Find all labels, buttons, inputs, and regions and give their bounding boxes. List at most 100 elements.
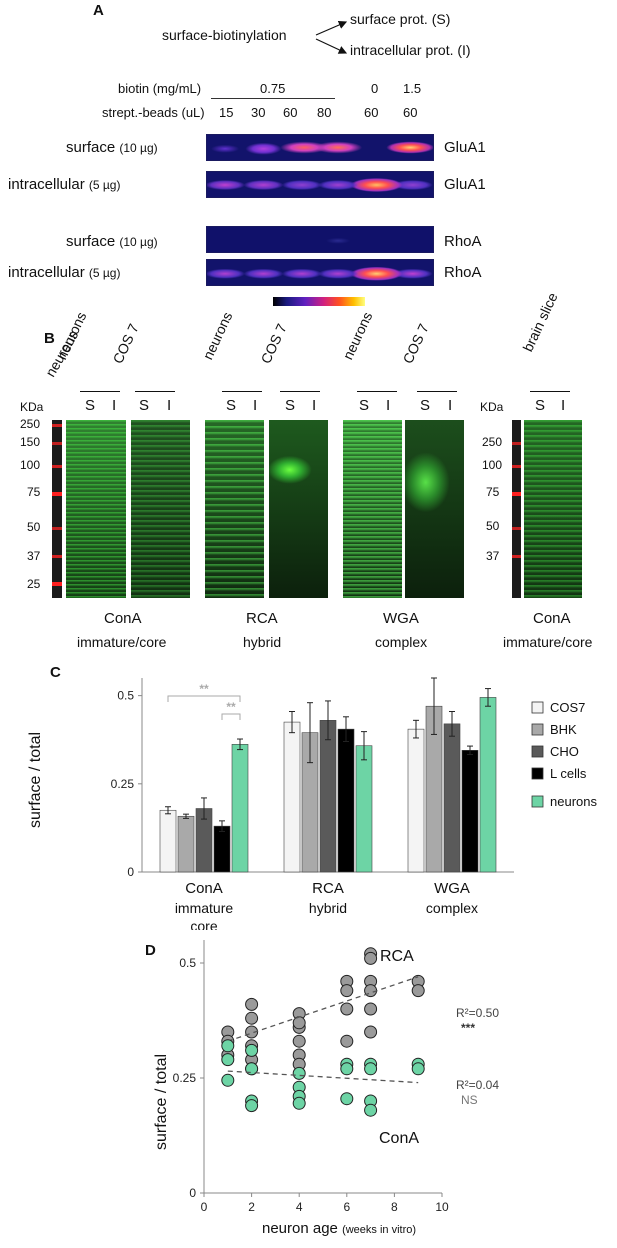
- underline-7: [530, 391, 570, 392]
- legend-label-4: neurons: [550, 794, 597, 809]
- ladder-strip-right: [512, 420, 521, 598]
- panel-b: B neurons neurons COS 7 neurons COS 7 ne…: [0, 290, 617, 660]
- blot-cona-neurons: [66, 420, 126, 598]
- scheme-arrows: [315, 21, 348, 54]
- ladder-right-3: 50: [486, 519, 500, 533]
- series-label-cona: ConA: [379, 1130, 420, 1147]
- point-cona: [364, 1062, 378, 1076]
- underline-1: [80, 391, 120, 392]
- lectin-name-1: RCA: [246, 610, 278, 627]
- bar-x-label-1: RCA: [312, 880, 344, 897]
- ladder-left-4: 50: [27, 520, 41, 534]
- point-rca: [340, 1002, 354, 1016]
- lane-s-3: S: [226, 397, 237, 414]
- lectin-name-3: ConA: [533, 610, 571, 627]
- panel-d-label: D: [145, 942, 156, 959]
- point-rca: [364, 951, 378, 965]
- legend-swatch-4: [531, 795, 544, 808]
- ladder-left-0: 250: [20, 417, 41, 431]
- lane-i-6: I: [448, 397, 453, 414]
- lectin-name-0: ConA: [104, 610, 142, 627]
- panel-c: C 0 0.25 0.5 ConA immature core RCA hybrid WGA co…: [0, 660, 617, 930]
- lectin-type-0: immature/core: [77, 634, 167, 650]
- lectin-type-2: complex: [375, 634, 428, 650]
- point-cona: [292, 1096, 306, 1110]
- row-2-protein: GluA1: [444, 176, 486, 193]
- bar-x-sublabel-2: complex: [426, 900, 478, 916]
- bar-x-label-0: ConA: [185, 880, 223, 897]
- ladder-left-3: 75: [27, 485, 41, 499]
- bar-l-cells-cona: [213, 825, 231, 873]
- point-rca: [340, 984, 354, 998]
- point-cona: [340, 1092, 354, 1106]
- r2-rca: R²=0.50: [456, 1006, 500, 1020]
- point-rca: [292, 1016, 306, 1030]
- underline-5: [357, 391, 397, 392]
- ladder-left-5: 37: [27, 549, 41, 563]
- trendline-rca: [227, 976, 419, 1042]
- point-rca: [245, 1011, 259, 1025]
- bar-cos7-cona: [159, 809, 177, 873]
- row-1-label: surface (10 µg): [66, 139, 158, 156]
- bar-x-sublabel2-0: core: [190, 918, 217, 930]
- point-cona: [245, 1099, 259, 1113]
- sig-bracket-1: [167, 695, 241, 702]
- bar-l-cells-wga: [461, 750, 479, 873]
- biotin-value-1: 0: [371, 81, 379, 96]
- bar-neurons-cona: [231, 744, 249, 873]
- scatter-chart: 0 0.25 0.5 0 2 4 6 8 10: [173, 940, 449, 1214]
- blot-wga-neurons: [343, 420, 402, 598]
- lane-i-1: I: [112, 397, 117, 414]
- ladder-right-0: 250: [482, 435, 503, 449]
- point-rca: [340, 1034, 354, 1048]
- bar-cos7-rca: [283, 721, 301, 873]
- bar-neurons-wga: [479, 697, 497, 873]
- sig-marker-1: **: [199, 682, 209, 696]
- beads-value-3: 80: [317, 105, 332, 120]
- row-1-protein: GluA1: [444, 139, 486, 156]
- legend-swatch-1: [531, 723, 544, 736]
- scatter-xlabel: neuron age (weeks in vitro): [262, 1220, 417, 1237]
- bar-x-sublabel-1: hybrid: [309, 900, 347, 916]
- beads-value-4: 60: [364, 105, 379, 120]
- beads-value-5: 60: [403, 105, 418, 120]
- scatter-ylabel: surface / total: [153, 1053, 170, 1151]
- scatter-x-tick-label: 6: [343, 1200, 350, 1214]
- scatter-x-tick-label: 10: [435, 1200, 449, 1214]
- point-cona: [364, 1103, 378, 1117]
- ladder-right-4: 37: [486, 549, 500, 563]
- scatter-y-tick-label: 0: [189, 1186, 196, 1200]
- lectin-name-2: WGA: [383, 610, 419, 627]
- underline-3: [222, 391, 262, 392]
- bar-chart: 0 0.25 0.5 ConA immature core RCA hybrid WGA comp…: [111, 677, 597, 930]
- row-3-label: surface (10 µg): [66, 233, 158, 250]
- bar-x-sublabel-0: immature: [175, 900, 234, 916]
- panel-c-label: C: [50, 664, 61, 681]
- blot-surface-glua1: [206, 134, 434, 161]
- lane-i-7: I: [561, 397, 566, 414]
- blot-surface-rhoa: [206, 226, 434, 253]
- blot-intracellular-glua1: [206, 171, 434, 198]
- biotin-divider: [211, 98, 335, 99]
- blot-rca-cos7: [269, 420, 328, 598]
- blot-intracellular-rhoa: [206, 259, 434, 286]
- lane-s-4: S: [285, 397, 296, 414]
- lectin-type-1: hybrid: [243, 634, 282, 650]
- blot-cona-brain-slice: [524, 420, 582, 598]
- point-cona: [221, 1053, 235, 1067]
- panel-b-label: B: [44, 330, 55, 347]
- legend-label-2: CHO: [550, 744, 579, 759]
- ladder-right-1: 100: [482, 458, 503, 472]
- panel-d: D 0 0.25 0.5 0 2 4 6 8 10 surface / total neuron…: [0, 930, 617, 1248]
- ladder-left-2: 100: [20, 458, 41, 472]
- lane-s-6: S: [420, 397, 431, 414]
- blot-wga-cos7: [405, 420, 464, 598]
- point-rca: [292, 1034, 306, 1048]
- underline-4: [280, 391, 320, 392]
- ladder-strip-left: [52, 420, 62, 598]
- sig-cona: NS: [461, 1093, 478, 1107]
- point-cona: [245, 1043, 259, 1057]
- scatter-y-tick-label: 0.25: [173, 1071, 197, 1085]
- legend-label-1: BHK: [550, 722, 577, 737]
- intensity-colorbar: [273, 297, 365, 306]
